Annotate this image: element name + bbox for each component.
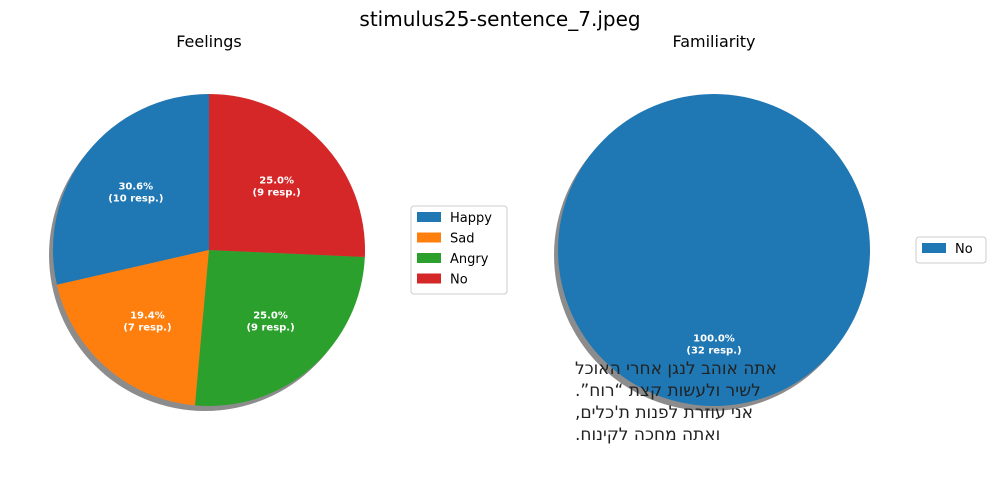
caption-line-1: אתה אוהב לנגן אחרי האוכל bbox=[575, 359, 777, 379]
feelings-slice-happy bbox=[52, 94, 209, 285]
familiarity-pie-chart: Familiarity 100.0%(32 resp.) bbox=[554, 32, 870, 411]
feelings-count-label-angry: (9 resp.) bbox=[246, 322, 294, 333]
familiarity-count-label-no: (32 resp.) bbox=[686, 346, 741, 357]
feelings-legend-swatch-happy bbox=[417, 212, 441, 222]
sentence-caption: אתה אוהב לנגן אחרי האוכל לשיר ולעשות קצת… bbox=[575, 359, 777, 445]
feelings-count-label-happy: (10 resp.) bbox=[108, 194, 163, 205]
feelings-pie-chart: Feelings 30.6%(10 resp.) 19.4%(7 resp.) 25… bbox=[49, 32, 365, 411]
feelings-pie: 30.6%(10 resp.)19.4%(7 resp.)25.0%(9 res… bbox=[49, 94, 365, 411]
familiarity-legend-entries: No bbox=[922, 242, 973, 257]
familiarity-pie: 100.0%(32 resp.) bbox=[554, 94, 870, 411]
feelings-count-label-no: (9 resp.) bbox=[253, 187, 301, 198]
feelings-slice-no bbox=[209, 94, 365, 257]
feelings-legend-swatch-sad bbox=[417, 232, 441, 243]
feelings-legend-frame bbox=[410, 205, 508, 295]
feelings-legend-label-no: No bbox=[450, 273, 468, 288]
feelings-percent-label-happy: 30.6% bbox=[118, 182, 153, 193]
caption-line-2: לשיר ולעשות קצת “רוח”. bbox=[575, 381, 761, 401]
familiarity-percent-label-no: 100.0% bbox=[693, 334, 735, 345]
feelings-percent-label-no: 25.0% bbox=[259, 175, 294, 186]
feelings-legend-label-angry: Angry bbox=[450, 252, 489, 267]
caption-line-3: אני עוזרת לפנות ת'כלים, bbox=[575, 403, 753, 423]
feelings-legend-swatch-angry bbox=[417, 253, 441, 263]
feelings-percent-label-sad: 19.4% bbox=[130, 310, 165, 321]
feelings-legend-entries: Happy Sad Angry No bbox=[417, 211, 492, 288]
familiarity-legend: No bbox=[915, 236, 987, 264]
feelings-legend: Happy Sad Angry No bbox=[410, 205, 508, 295]
figure-suptitle: stimulus25-sentence_7.jpeg bbox=[359, 7, 640, 31]
feelings-count-label-sad: (7 resp.) bbox=[123, 322, 171, 333]
feelings-slice-sad bbox=[56, 250, 209, 406]
familiarity-chart-title: Familiarity bbox=[672, 32, 755, 51]
familiarity-legend-label-no: No bbox=[955, 242, 973, 257]
caption-line-4: ואתה מחכה לקינוח. bbox=[575, 425, 720, 445]
familiarity-slice-no bbox=[558, 94, 870, 406]
feelings-legend-swatch-no bbox=[417, 273, 441, 284]
feelings-legend-label-sad: Sad bbox=[450, 232, 474, 247]
familiarity-legend-swatch-no bbox=[922, 243, 946, 253]
feelings-percent-label-angry: 25.0% bbox=[253, 310, 288, 321]
feelings-chart-title: Feelings bbox=[176, 32, 242, 51]
feelings-legend-label-happy: Happy bbox=[450, 211, 492, 226]
feelings-slice-angry bbox=[195, 250, 365, 406]
